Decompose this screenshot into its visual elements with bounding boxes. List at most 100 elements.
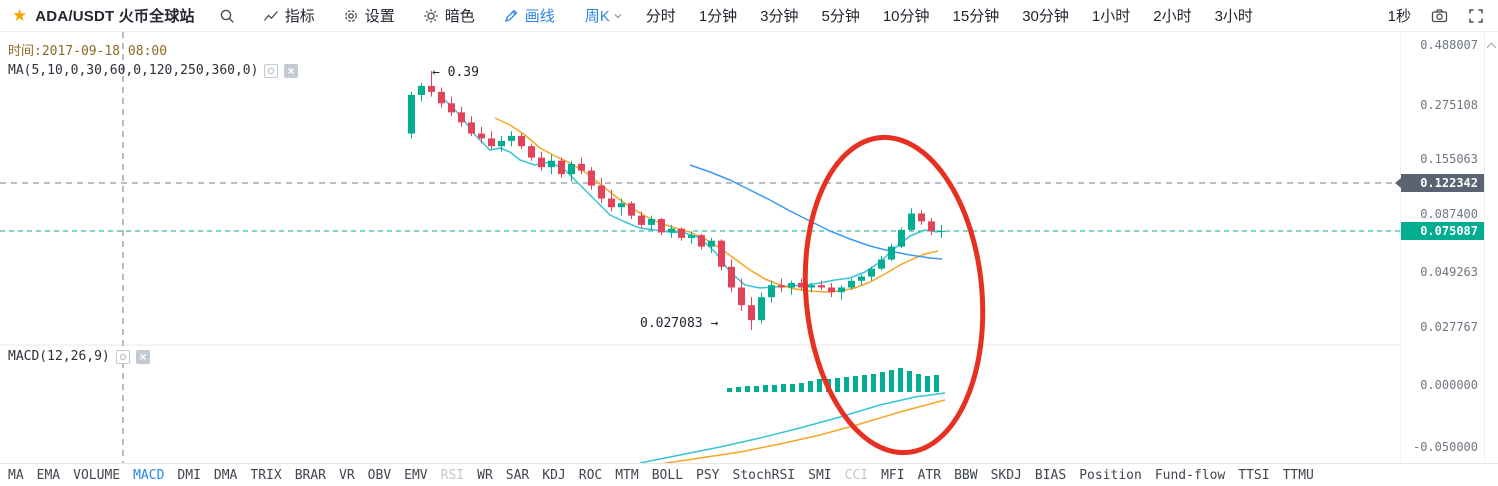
tab-ttsi[interactable]: TTSI: [1238, 467, 1270, 483]
menu-dark-mode-label: 暗色: [444, 8, 475, 25]
tab-bias[interactable]: BIAS: [1034, 467, 1067, 483]
tab-position[interactable]: Position: [1079, 467, 1142, 483]
annotation-low: 0.027083 →: [640, 316, 719, 331]
ma-visibility-button[interactable]: [264, 63, 279, 78]
macd-lines-layer: [639, 392, 946, 463]
indicator-tab-bar: MA EMA VOLUME MACD DMI DMA TRIX BRAR VR OBV EMV RSI…: [0, 463, 1498, 486]
tab-roc[interactable]: ROC: [578, 467, 603, 483]
candlestick-layer: [408, 71, 945, 331]
period-10分钟[interactable]: 10分钟: [882, 8, 930, 25]
eye-dot-icon: [119, 353, 126, 360]
tab-cci[interactable]: CCI: [844, 467, 869, 483]
ma-lines-layer: [444, 99, 943, 293]
tab-kdj[interactable]: KDJ: [542, 467, 566, 483]
axis-scroll-strip: [1484, 32, 1498, 463]
axis-tick-label: 0.000000: [1420, 378, 1478, 392]
tab-rsi[interactable]: RSI: [440, 467, 465, 483]
period-30分钟[interactable]: 30分钟: [1022, 8, 1069, 25]
period-15分钟[interactable]: 15分钟: [952, 8, 1000, 25]
tab-macd[interactable]: MACD: [133, 467, 165, 483]
tab-skdj[interactable]: SKDJ: [990, 467, 1022, 483]
period-周K[interactable]: 周K: [585, 5, 623, 26]
tab-vr[interactable]: VR: [339, 467, 355, 483]
ma-indicator-row: MA(5,10,0,30,60,0,120,250,360,0): [8, 63, 299, 78]
toolbar-right: 1秒: [1388, 5, 1484, 26]
tab-ma[interactable]: MA: [8, 467, 24, 483]
period-3分钟[interactable]: 3分钟: [760, 8, 799, 25]
tab-ema[interactable]: EMA: [36, 467, 61, 483]
axis-tick-label: 0.155063: [1420, 152, 1478, 166]
tab-smi[interactable]: SMI: [808, 467, 832, 483]
tab-boll[interactable]: BOLL: [651, 467, 684, 483]
period-2小时[interactable]: 2小时: [1153, 8, 1192, 25]
macd-histogram-layer: [727, 368, 939, 392]
tab-mfi[interactable]: MFI: [881, 467, 905, 483]
period-3小时[interactable]: 3小时: [1214, 8, 1253, 25]
macd-indicator-label: MACD(12,26,9): [8, 349, 110, 364]
fullscreen-button[interactable]: [1468, 8, 1484, 24]
menu-draw-line-label: 画线: [524, 8, 555, 25]
tab-fund-flow[interactable]: Fund-flow: [1154, 467, 1226, 483]
tab-dmi[interactable]: DMI: [177, 467, 201, 483]
ma-close-button[interactable]: [284, 63, 299, 78]
axis-tick-label: 0.275108: [1420, 98, 1478, 112]
tab-stochrsi[interactable]: StochRSI: [732, 467, 796, 483]
tab-trix[interactable]: TRIX: [250, 467, 282, 483]
candlestick-chart[interactable]: [0, 32, 1400, 463]
tab-dma[interactable]: DMA: [213, 467, 238, 483]
menu-indicators[interactable]: 指标: [263, 5, 315, 26]
crosshair-price-marker: [1395, 178, 1401, 188]
favorite-star-icon[interactable]: ★: [12, 6, 28, 25]
menu-draw-line[interactable]: 画线: [503, 5, 555, 26]
macd-visibility-button[interactable]: [115, 349, 130, 364]
tab-volume[interactable]: VOLUME: [73, 467, 121, 483]
ma-indicator-label: MA(5,10,0,30,60,0,120,250,360,0): [8, 63, 259, 78]
period-5分钟[interactable]: 5分钟: [821, 8, 860, 25]
tab-obv[interactable]: OBV: [367, 467, 392, 483]
tab-atr[interactable]: ATR: [917, 467, 942, 483]
period-1小时[interactable]: 1小时: [1091, 8, 1131, 25]
tab-ttmu[interactable]: TTMU: [1282, 467, 1314, 483]
ellipse-annotation: [802, 134, 986, 456]
tab-emv[interactable]: EMV: [404, 467, 428, 483]
toolbar: ★ ADA/USDT 火币全球站 指标 设置 暗色 画线 周K 分时 1分钟 3分钟 5…: [0, 0, 1498, 32]
tab-psy[interactable]: PSY: [696, 467, 720, 483]
camera-icon: [1431, 8, 1448, 22]
screenshot-button[interactable]: [1431, 8, 1448, 24]
tab-wr[interactable]: WR: [477, 467, 493, 483]
scroll-up-button[interactable]: [1486, 42, 1497, 53]
price-axis: 0.488007 0.275108 0.155063 0.122342 0.087400…: [1395, 32, 1484, 463]
tab-sar[interactable]: SAR: [505, 467, 530, 483]
fullscreen-icon: [1469, 8, 1483, 23]
tab-mtm[interactable]: MTM: [615, 467, 639, 483]
menu-settings[interactable]: 设置: [343, 5, 395, 26]
close-icon: [288, 67, 295, 74]
crosshair-time-label: 时间:2017-09-18 08:00: [8, 44, 168, 59]
axis-tick-label: 0.087400: [1420, 207, 1478, 221]
tab-brar[interactable]: BRAR: [294, 467, 327, 483]
axis-tick-label: -0.050000: [1412, 440, 1478, 454]
macd-close-button[interactable]: [135, 349, 150, 364]
chevron-down-icon: [614, 13, 622, 18]
close-icon: [139, 353, 146, 360]
period-1-second[interactable]: 1秒: [1387, 8, 1411, 25]
menu-settings-label: 设置: [364, 8, 395, 25]
macd-indicator-row: MACD(12,26,9): [8, 349, 150, 364]
annotation-high: ← 0.39: [432, 65, 479, 80]
period-分时[interactable]: 分时: [645, 8, 676, 25]
crosshair-price-label: 0.122342: [1401, 174, 1484, 192]
crosshair-lines: [0, 32, 1400, 463]
chart-area[interactable]: 时间:2017-09-18 08:00 MA(5,10,0,30,60,0,12…: [0, 32, 1400, 463]
axis-tick-label: 0.488007: [1420, 38, 1478, 52]
search-button[interactable]: [219, 8, 235, 24]
period-1分钟[interactable]: 1分钟: [698, 8, 738, 25]
menu-dark-mode[interactable]: 暗色: [423, 5, 475, 26]
main-area: 时间:2017-09-18 08:00 MA(5,10,0,30,60,0,12…: [0, 32, 1498, 463]
eye-dot-icon: [268, 67, 275, 74]
search-icon: [220, 9, 234, 23]
tab-bbw[interactable]: BBW: [954, 467, 978, 483]
axis-tick-label: 0.049263: [1420, 265, 1478, 279]
period-list: 周K 分时 1分钟 3分钟 5分钟 10分钟 15分钟 30分钟 1小时 2小时 3小时: [585, 5, 1253, 26]
axis-tick-label: 0.027767: [1420, 320, 1478, 334]
